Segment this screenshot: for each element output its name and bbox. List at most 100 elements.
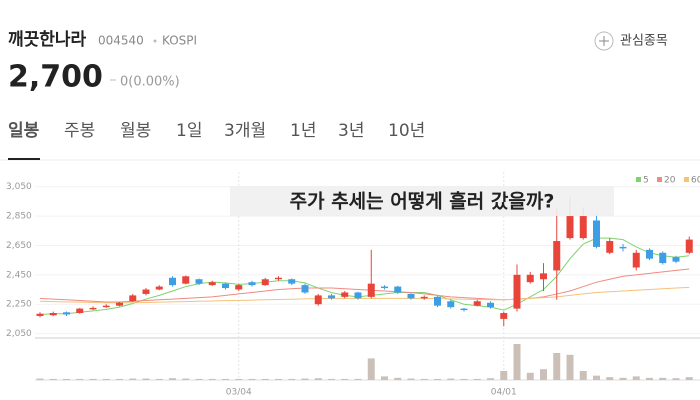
volume-bar <box>328 378 335 380</box>
x-tick-label: 03/04 <box>226 388 252 398</box>
volume-bar <box>116 378 123 380</box>
tab[interactable]: 주봉 <box>64 121 95 141</box>
candle-body <box>367 283 375 297</box>
volume-bar <box>182 378 190 380</box>
plus-sign <box>599 36 609 46</box>
volume-bar <box>36 378 44 380</box>
volume-bar <box>685 377 693 380</box>
legend-label: 20 <box>664 176 676 186</box>
candle-body <box>381 286 388 289</box>
volume-bar <box>473 378 481 380</box>
legend-swatch <box>684 177 689 182</box>
candle-body <box>646 249 653 259</box>
stock-code: 004540 <box>98 34 144 48</box>
y-tick-label: 2,250 <box>6 300 32 310</box>
candle-body <box>36 313 44 316</box>
volume-bar <box>566 354 574 380</box>
candle-body <box>394 286 402 293</box>
volume-bar <box>646 377 653 380</box>
change: 0(0.00%) <box>120 75 180 90</box>
candle-body <box>619 246 627 249</box>
y-tick-label: 2,650 <box>6 241 32 251</box>
candle-body <box>553 241 561 271</box>
ma-line <box>39 268 690 303</box>
candle-body <box>49 313 57 316</box>
x-tick-label: 04/01 <box>491 388 517 398</box>
watch-button[interactable]: 관심종목 <box>594 31 668 51</box>
candle-body <box>579 216 587 239</box>
ma-line <box>39 286 690 304</box>
volume-bar <box>63 378 70 380</box>
price: 2,700 <box>8 60 103 95</box>
volume-bar <box>142 378 150 380</box>
tab[interactable]: 월봉 <box>120 121 151 141</box>
tab[interactable]: 1일 <box>176 121 202 141</box>
volume-bar <box>526 372 534 380</box>
candle-body <box>155 286 163 290</box>
candle-body <box>208 282 216 286</box>
legend-swatch <box>636 177 641 182</box>
volume-bar <box>672 378 680 380</box>
candle-body <box>222 283 229 289</box>
y-tick-label: 3,050 <box>6 182 32 192</box>
candle-body <box>420 296 428 299</box>
candle-body <box>275 277 282 280</box>
volume-bar <box>129 378 137 380</box>
volume-bar <box>434 378 441 380</box>
tab[interactable]: 3개월 <box>224 121 266 141</box>
candle-body <box>447 301 455 308</box>
y-tick-label: 2,450 <box>6 270 32 280</box>
volume-bar <box>275 378 282 380</box>
candle-body <box>261 279 269 286</box>
volume-bar <box>102 378 110 380</box>
candle-body <box>632 252 640 268</box>
candle-body <box>142 289 150 294</box>
tab[interactable]: 3년 <box>338 121 364 141</box>
candle-body <box>89 307 97 310</box>
volume-bar <box>208 378 216 380</box>
ma-line <box>39 237 690 315</box>
volume-bar <box>420 378 428 380</box>
volume-bar <box>394 377 402 380</box>
volume-bar <box>447 378 455 380</box>
plus-icon <box>594 31 614 51</box>
candle-body <box>526 274 534 283</box>
candle-body <box>76 308 84 314</box>
tab[interactable]: 일봉 <box>8 121 40 141</box>
candle-body <box>182 276 190 284</box>
volume-bar <box>593 375 600 380</box>
volume-bar <box>354 378 362 380</box>
candle-body <box>328 295 335 299</box>
chart: 3,050 2,850 2,650 2,450 2,250 2,050 03/04 04/01… <box>6 172 700 398</box>
candle-body <box>116 302 123 306</box>
volume-bar <box>487 378 494 380</box>
tab[interactable]: 10년 <box>388 121 425 141</box>
volume-bar <box>367 358 375 380</box>
candle-body <box>169 277 176 286</box>
candle-body <box>659 252 667 264</box>
candle-body <box>301 285 309 293</box>
market: KOSPI <box>162 34 197 48</box>
candle-body <box>593 220 600 247</box>
legend-label: 60 <box>691 176 700 186</box>
volume-bar <box>500 371 508 380</box>
volume-bar <box>76 378 84 380</box>
volume-bar <box>235 378 243 380</box>
volume-bar <box>49 378 57 380</box>
tab[interactable]: 1년 <box>290 121 316 141</box>
stock-name: 깨끗한나라 <box>8 30 87 50</box>
candle-body <box>63 312 70 315</box>
volume-bar <box>540 369 547 380</box>
candle-body <box>500 313 508 319</box>
separator-dot <box>153 39 157 43</box>
candle-body <box>685 239 693 253</box>
legend-swatch <box>657 177 662 182</box>
watch-label: 관심종목 <box>620 34 668 49</box>
volume-bar <box>407 378 415 380</box>
candle-body <box>341 292 349 297</box>
candle-body <box>513 274 521 309</box>
volume-bar <box>619 377 627 380</box>
annotation: 주가 추세는 어떻게 흘러 갔을까? <box>290 190 555 213</box>
volume-bar <box>381 376 388 380</box>
